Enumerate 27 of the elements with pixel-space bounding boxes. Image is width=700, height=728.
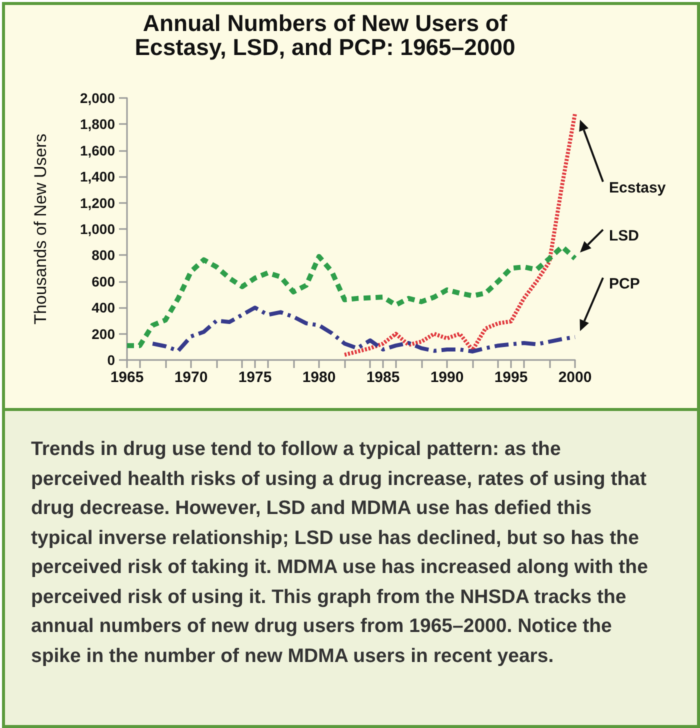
line-series bbox=[150, 306, 577, 354]
x-tick-label: 2000 bbox=[558, 369, 592, 386]
text: Ecstasy bbox=[609, 180, 666, 197]
y-tick-label: 2,000 bbox=[80, 90, 116, 106]
x-tick-label: 1990 bbox=[430, 369, 464, 386]
y-tick-label: 1,800 bbox=[80, 116, 116, 132]
text: Trends in drug use tend to follow a typical pattern: as the perceived health risks of using a drug increase, rates of using that drug decrease. However, LSD and MDMA use has defied this typical inverse relationship; LSD use has declined, but so has the perceived risk of taking it. MDMA use has increased along with the perceived risk of using it. This graph from the NHSDA tracks the annual numbers of new drug users from 1965–2000. Notice the spike in the number of new MDMA users in recent years. bbox=[5, 408, 697, 725]
x-tick-label: 1975 bbox=[238, 369, 272, 386]
y-tick-label: 1,000 bbox=[80, 221, 116, 237]
x-tick-label: 1980 bbox=[302, 369, 336, 386]
x-tick-label: 1965 bbox=[110, 369, 144, 386]
y-axis-title: Thousands of New Users bbox=[31, 134, 50, 324]
line-series bbox=[342, 112, 577, 357]
y-tick-label: 600 bbox=[92, 273, 116, 290]
y-tick-label: 1,200 bbox=[80, 194, 116, 211]
chart-title: Annual Numbers of New Users of Ecstasy, LSD, and PCP: 1965–2000 bbox=[134, 10, 516, 60]
y-tick-label: 0 bbox=[107, 352, 116, 368]
y-tick-label: 400 bbox=[92, 300, 116, 316]
x-tick-label: 1995 bbox=[494, 369, 528, 386]
x-tick-label: 1985 bbox=[366, 369, 400, 386]
text: PCP bbox=[609, 276, 640, 293]
y-tick-label: 1,400 bbox=[80, 168, 116, 185]
y-tick-label: 1,600 bbox=[80, 142, 116, 158]
x-tick-label: 1970 bbox=[174, 369, 208, 386]
y-tick-label: 800 bbox=[92, 247, 116, 264]
text: LSD bbox=[609, 228, 640, 245]
y-tick-label: 200 bbox=[92, 326, 116, 342]
